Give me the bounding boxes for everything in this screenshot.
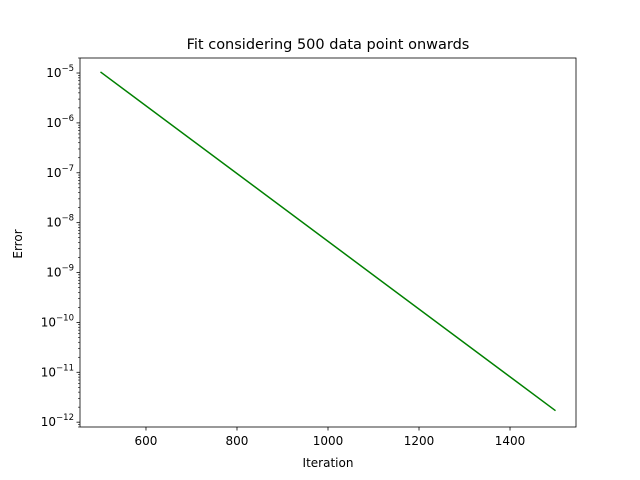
y-tick-label: 10−5 [46,64,74,80]
y-tick-label-base: 10 [46,216,61,230]
x-tick-label: 600 [135,434,158,448]
y-tick-label-exponent: −12 [56,413,74,423]
y-tick-label: 10−7 [46,164,74,180]
x-tick-label: 800 [226,434,249,448]
x-axis-ticks: 600 800 1000 1200 1400 [135,427,526,448]
y-tick-label: 10−12 [41,413,74,429]
x-tick-label: 1000 [313,434,344,448]
y-tick-label-exponent: −11 [56,363,74,373]
y-tick-label: 10−8 [46,214,74,230]
x-axis-label: Iteration [303,456,354,470]
y-tick-label: 10−9 [46,264,74,280]
y-tick-label-exponent: −8 [61,214,74,224]
y-tick-label-base: 10 [46,166,61,180]
x-tick-label: 1400 [495,434,526,448]
y-tick-label-base: 10 [41,365,56,379]
y-tick-label-exponent: −7 [61,164,74,174]
series-layer [100,71,556,412]
x-tick-label: 1200 [404,434,435,448]
y-tick-label-base: 10 [41,315,56,329]
y-tick-label-exponent: −9 [61,264,74,274]
y-tick-label-exponent: −5 [61,64,74,74]
y-tick-label-base: 10 [41,415,56,429]
y-tick-label-exponent: −6 [61,114,74,124]
series-line [100,71,556,412]
y-tick-label-base: 10 [46,116,61,130]
y-tick-label: 10−10 [41,313,74,329]
y-tick-label: 10−6 [46,114,74,130]
y-axis-label: Error [11,229,25,258]
y-tick-label-base: 10 [46,66,61,80]
y-tick-label-exponent: −10 [56,313,74,323]
plot-area-frame [79,57,577,428]
y-tick-label-base: 10 [46,266,61,280]
chart-title: Fit considering 500 data point onwards [187,37,470,53]
y-tick-label: 10−11 [41,363,74,379]
